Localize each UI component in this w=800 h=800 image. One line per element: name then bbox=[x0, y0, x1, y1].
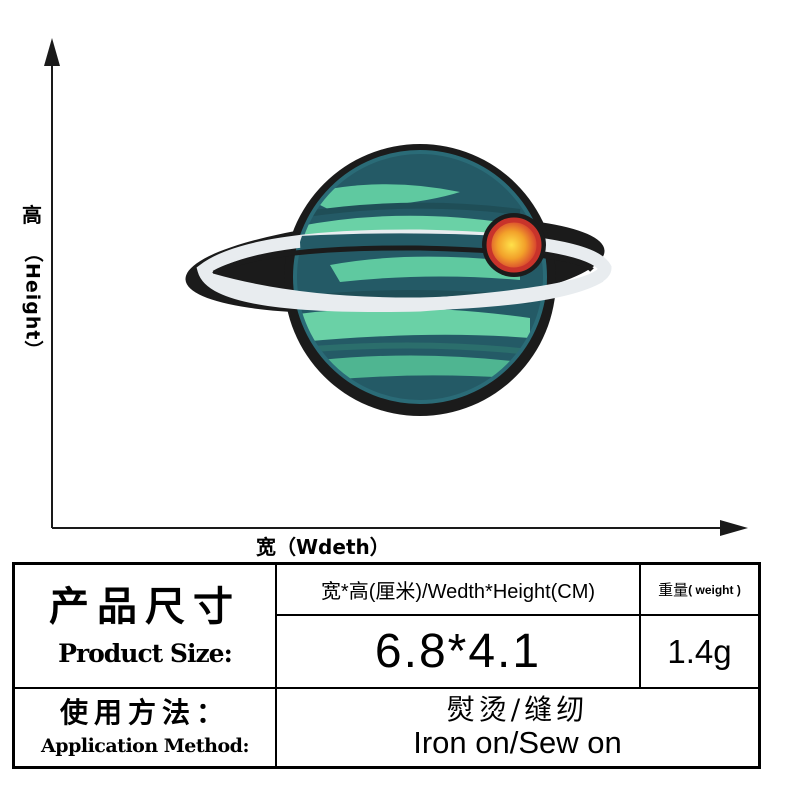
application-method-value-cn: 熨烫/缝纫 bbox=[446, 693, 589, 727]
size-header: 宽*高(厘米)/Wedth*Height(CM) bbox=[320, 581, 596, 603]
application-method-label-cn: 使用方法： bbox=[59, 696, 230, 730]
axes-svg bbox=[44, 38, 748, 536]
application-method-label-cell: 使用方法： Application Method: bbox=[14, 688, 276, 767]
weight-value-cell: 1.4g bbox=[640, 615, 759, 688]
product-info-table: 产品尺寸 Product Size: 宽*高(厘米)/Wedth*Height(… bbox=[12, 562, 761, 769]
weight-value: 1.4g bbox=[667, 632, 732, 670]
size-value-cell: 6.8*4.1 bbox=[276, 615, 640, 688]
height-label-cn: 高 bbox=[22, 203, 42, 227]
width-axis-label: 宽（Wdeth） bbox=[256, 535, 390, 559]
weight-header-cell: 重量 ( weight ) bbox=[640, 564, 759, 615]
size-value: 6.8*4.1 bbox=[374, 625, 542, 678]
height-axis-arrowhead bbox=[44, 38, 60, 66]
product-size-label-cell: 产品尺寸 Product Size: bbox=[14, 564, 276, 688]
width-axis-arrowhead bbox=[720, 520, 748, 536]
product-size-label-en: Product Size: bbox=[58, 638, 233, 668]
measurement-diagram: 高 （Height） 宽（Wdeth） bbox=[14, 38, 748, 559]
product-size-label-cn: 产品尺寸 bbox=[49, 582, 241, 630]
planet-patch-image bbox=[185, 144, 612, 416]
height-axis-label: 高 （Height） bbox=[14, 205, 50, 361]
application-method-value-en: Iron on/Sew on bbox=[413, 724, 622, 760]
weight-header-cn: 重量 bbox=[658, 582, 689, 599]
application-method-label-en: Application Method: bbox=[41, 734, 249, 757]
height-label-en: （Height） bbox=[21, 243, 44, 361]
application-method-value-cell: 熨烫/缝纫 Iron on/Sew on bbox=[276, 688, 759, 767]
weight-header-en: ( weight ) bbox=[688, 582, 741, 597]
size-header-cell: 宽*高(厘米)/Wedth*Height(CM) bbox=[276, 564, 640, 615]
